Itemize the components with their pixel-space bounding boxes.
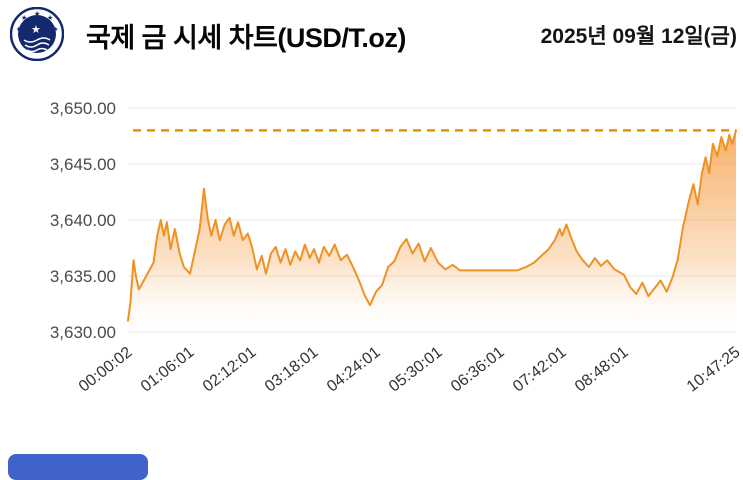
page-title: 국제 금 시세 차트(USD/T.oz) <box>86 23 406 53</box>
svg-text:3,650.00: 3,650.00 <box>50 99 116 118</box>
page-header: ★ ★ ★ ★ ★ ★ 국제 금 시세 차트(USD/T.oz) 2025년 0… <box>0 0 743 70</box>
svg-text:06:36:01: 06:36:01 <box>448 344 508 396</box>
svg-text:02:12:01: 02:12:01 <box>200 344 260 396</box>
x-axis-labels: 00:00:02 01:06:01 02:12:01 03:18:01 04:24:01… <box>76 344 743 396</box>
svg-text:★: ★ <box>47 14 53 22</box>
svg-text:05:30:01: 05:30:01 <box>386 344 446 396</box>
svg-text:3,645.00: 3,645.00 <box>50 155 116 174</box>
y-axis-labels: 3,650.00 3,645.00 3,640.00 3,635.00 3,630.00 <box>50 99 116 342</box>
svg-text:00:00:02: 00:00:02 <box>76 344 136 396</box>
svg-text:10:47:25: 10:47:25 <box>684 344 743 396</box>
gold-price-chart: 3,650.00 3,645.00 3,640.00 3,635.00 3,630.00… <box>50 99 743 396</box>
svg-text:03:18:01: 03:18:01 <box>262 344 322 396</box>
gold-exchange-emblem-logo[interactable]: ★ ★ ★ ★ ★ ★ <box>10 7 64 61</box>
svg-text:★: ★ <box>21 14 27 22</box>
svg-text:08:48:01: 08:48:01 <box>572 344 632 396</box>
svg-text:3,640.00: 3,640.00 <box>50 211 116 230</box>
svg-text:★: ★ <box>16 26 21 33</box>
svg-text:3,630.00: 3,630.00 <box>50 323 116 342</box>
price-line <box>127 129 737 322</box>
svg-text:3,635.00: 3,635.00 <box>50 267 116 286</box>
svg-text:★: ★ <box>31 24 41 36</box>
svg-text:07:42:01: 07:42:01 <box>510 344 570 396</box>
svg-text:04:24:01: 04:24:01 <box>324 344 384 396</box>
svg-text:★: ★ <box>34 10 40 18</box>
chart-plot-area: 3,650.00 3,645.00 3,640.00 3,635.00 3,630.00… <box>50 99 743 396</box>
svg-text:★: ★ <box>53 26 58 33</box>
date-label: 2025년 09월 12일(금) <box>540 25 737 48</box>
price-area <box>128 130 736 332</box>
partial-bottom-button[interactable] <box>8 454 148 480</box>
svg-text:01:06:01: 01:06:01 <box>138 344 198 396</box>
